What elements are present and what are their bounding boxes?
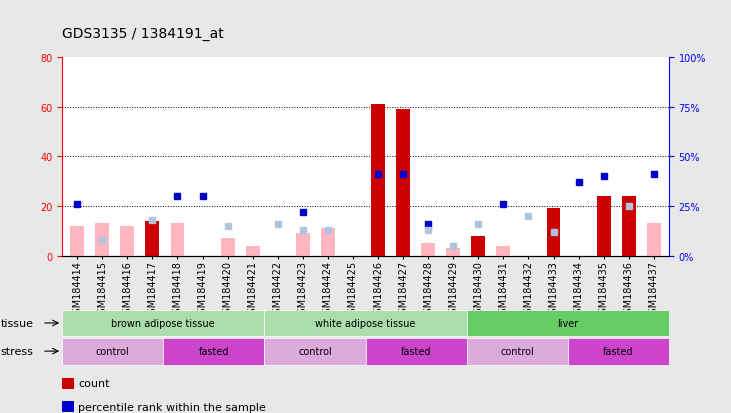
Bar (471, 236, 485, 256)
Bar (321, 229, 335, 256)
Text: control: control (500, 346, 534, 356)
Bar (366, 338, 466, 365)
Bar (296, 234, 310, 256)
Bar (265, 310, 466, 337)
Bar (145, 221, 159, 256)
Bar (396, 110, 410, 256)
Bar (622, 197, 636, 256)
Bar (547, 209, 561, 256)
Bar (421, 244, 435, 256)
Text: liver: liver (557, 318, 578, 328)
Bar (371, 105, 385, 256)
Bar (121, 226, 135, 256)
Text: stress: stress (1, 346, 34, 356)
Text: GDS3135 / 1384191_at: GDS3135 / 1384191_at (62, 27, 224, 41)
Bar (568, 338, 669, 365)
Bar (62, 338, 163, 365)
Bar (170, 224, 184, 256)
Text: fasted: fasted (401, 346, 431, 356)
Bar (95, 224, 109, 256)
Bar (62, 310, 265, 337)
Bar (70, 226, 84, 256)
Bar (246, 246, 260, 256)
Bar (163, 338, 265, 365)
Bar (647, 224, 661, 256)
Text: fasted: fasted (199, 346, 229, 356)
Text: count: count (78, 378, 110, 388)
Bar (466, 338, 568, 365)
Text: fasted: fasted (603, 346, 634, 356)
Bar (596, 197, 610, 256)
Bar (447, 249, 460, 256)
Text: tissue: tissue (1, 318, 34, 328)
Text: percentile rank within the sample: percentile rank within the sample (78, 402, 266, 412)
Text: brown adipose tissue: brown adipose tissue (111, 318, 215, 328)
Bar (496, 246, 510, 256)
Bar (466, 310, 669, 337)
Text: control: control (96, 346, 129, 356)
Text: white adipose tissue: white adipose tissue (315, 318, 416, 328)
Bar (221, 239, 235, 256)
Bar (265, 338, 366, 365)
Text: control: control (298, 346, 332, 356)
